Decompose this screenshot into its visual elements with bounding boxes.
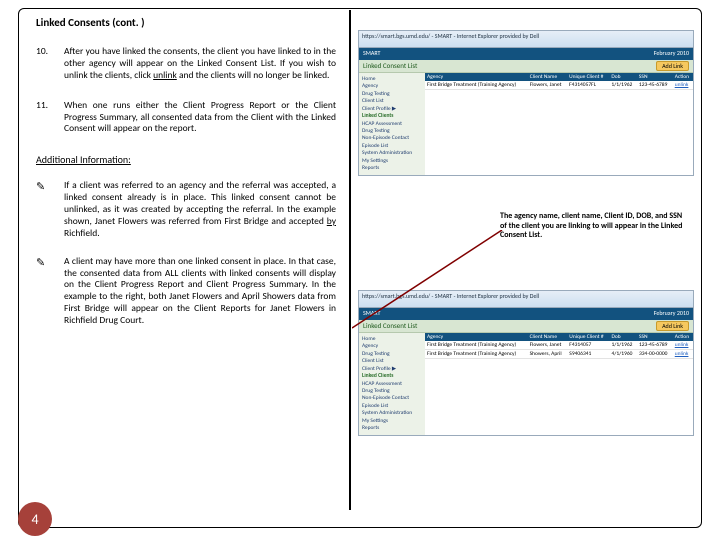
sidebar-item[interactable]: Reports <box>362 165 422 172</box>
linked-consent-table: AgencyClient NameUnique Client #DobSSNAc… <box>425 73 693 90</box>
sidebar-item[interactable]: Non-Episode Contact <box>362 135 422 142</box>
add-link-button[interactable]: Add Link <box>656 61 689 71</box>
sidebar-item[interactable]: Client Profile ▶ <box>362 106 422 113</box>
sidebar-item[interactable]: Drug Testing <box>362 128 422 135</box>
sidebar[interactable]: HomeAgencyDrug TestingClient ListClient … <box>359 333 425 435</box>
table-header: Client Name <box>528 333 568 341</box>
table-header: Action <box>673 73 693 81</box>
content-pane: AgencyClient NameUnique Client #DobSSNAc… <box>425 333 693 435</box>
page-number-badge: 4 <box>18 502 52 536</box>
linked-consent-table: AgencyClient NameUnique Client #DobSSNAc… <box>425 333 693 359</box>
sidebar-item[interactable]: Episode List <box>362 403 422 410</box>
sidebar-item[interactable]: Client List <box>362 98 422 105</box>
table-header: SSN <box>637 333 673 341</box>
sidebar-item[interactable]: Home <box>362 76 422 83</box>
table-header: Action <box>673 333 693 341</box>
sidebar-item[interactable]: My Settings <box>362 418 422 425</box>
sidebar-item[interactable]: Home <box>362 336 422 343</box>
table-header: Unique Client # <box>567 333 609 341</box>
table-header: SSN <box>637 73 673 81</box>
screenshot-top: https://smart.bgs.umd.edu/ - SMART - Int… <box>358 30 694 176</box>
sidebar-item[interactable]: Drug Testing <box>362 91 422 98</box>
sidebar-item[interactable]: System Administration <box>362 150 422 157</box>
sidebar-item[interactable]: Client List <box>362 358 422 365</box>
vertical-divider <box>349 10 351 510</box>
sidebar-item[interactable]: Agency <box>362 343 422 350</box>
sidebar-item[interactable]: Agency <box>362 83 422 90</box>
add-link-button[interactable]: Add Link <box>656 321 689 331</box>
callout-text: The agency name, client name, Client ID,… <box>500 212 690 241</box>
ie-titlebar: https://smart.bgs.umd.edu/ - SMART - Int… <box>358 30 694 47</box>
sidebar-item[interactable]: HCAP Assessment <box>362 121 422 128</box>
additional-info-label: Additional Information: <box>36 153 336 166</box>
unlink-link[interactable]: unlink <box>675 342 689 348</box>
table-header: Agency <box>425 73 528 81</box>
sidebar-item[interactable]: Episode List <box>362 143 422 150</box>
bullet-item: ✎ A client may have more than one linked… <box>36 256 336 327</box>
bullet-item: ✎ If a client was referred to an agency … <box>36 180 336 239</box>
sidebar-item[interactable]: System Administration <box>362 410 422 417</box>
table-header: Dob <box>609 73 637 81</box>
ie-titlebar: https://smart.bgs.umd.edu/ - SMART - Int… <box>358 290 694 307</box>
smart-header: SMART February 2010 <box>359 308 693 320</box>
content-pane: AgencyClient NameUnique Client #DobSSNAc… <box>425 73 693 175</box>
unlink-link[interactable]: unlink <box>675 82 689 88</box>
sidebar[interactable]: HomeAgencyDrug TestingClient ListClient … <box>359 73 425 175</box>
sidebar-item[interactable]: Linked Clients <box>362 373 422 380</box>
panel-header: Linked Consent List Add Link <box>359 60 693 73</box>
unlink-link[interactable]: unlink <box>675 351 689 357</box>
sidebar-item[interactable]: Drug Testing <box>362 351 422 358</box>
smart-header: SMART February 2010 <box>359 48 693 60</box>
left-column: 10. After you have linked the consents, … <box>36 46 336 343</box>
sidebar-item[interactable]: Client Profile ▶ <box>362 366 422 373</box>
table-header: Client Name <box>528 73 567 81</box>
list-item-body: When one runs either the Client Progress… <box>64 100 336 136</box>
table-row: First Bridge Treatment (Training Agency)… <box>425 81 693 90</box>
table-row: First Bridge Treatment (Training Agency)… <box>425 350 693 359</box>
table-header: Agency <box>425 333 528 341</box>
sidebar-item[interactable]: My Settings <box>362 158 422 165</box>
table-header: Dob <box>609 333 637 341</box>
list-item-body: After you have linked the consents, the … <box>64 46 336 82</box>
sidebar-item[interactable]: Non-Episode Contact <box>362 395 422 402</box>
panel-header: Linked Consent List Add Link <box>359 320 693 333</box>
sidebar-item[interactable]: HCAP Assessment <box>362 381 422 388</box>
list-item: 10. After you have linked the consents, … <box>36 46 336 82</box>
page-title: Linked Consents (cont. ) <box>36 16 145 29</box>
sidebar-item[interactable]: Reports <box>362 425 422 432</box>
list-item: 11. When one runs either the Client Prog… <box>36 100 336 136</box>
bullet-glyph: ✎ <box>36 180 64 239</box>
screenshot-bottom: https://smart.bgs.umd.edu/ - SMART - Int… <box>358 290 694 436</box>
sidebar-item[interactable]: Linked Clients <box>362 113 422 120</box>
sidebar-item[interactable]: Drug Testing <box>362 388 422 395</box>
bullet-glyph: ✎ <box>36 256 64 327</box>
table-header: Unique Client # <box>567 73 609 81</box>
table-row: First Bridge Treatment (Training Agency)… <box>425 341 693 350</box>
